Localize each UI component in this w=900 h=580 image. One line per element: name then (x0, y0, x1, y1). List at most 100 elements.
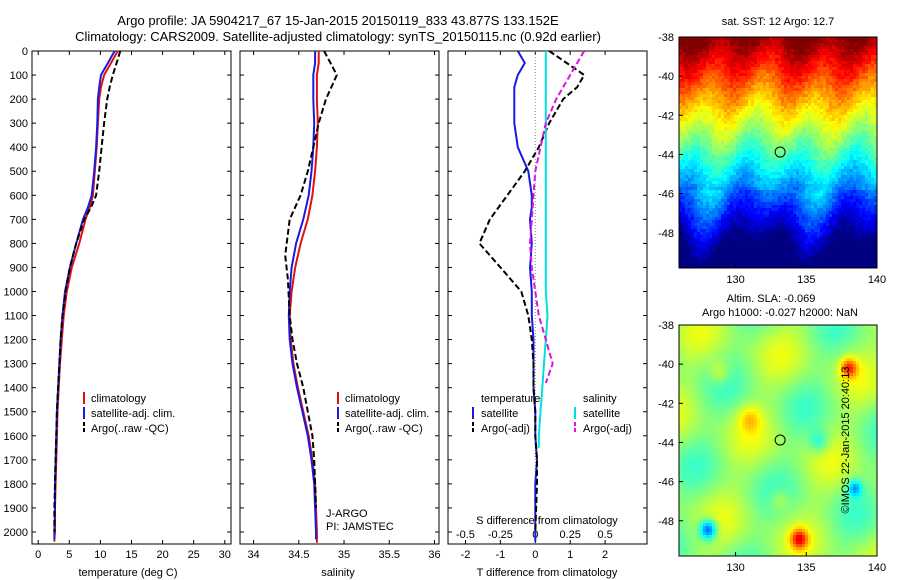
sst-cell (691, 232, 695, 236)
sst-cell (820, 208, 824, 212)
sst-cell (727, 85, 731, 89)
sst-cell (814, 106, 818, 110)
figure-title-line1: Argo profile: JA 5904217_67 15-Jan-2015 … (117, 13, 559, 28)
sst-cell (799, 127, 803, 131)
sst-cell (769, 127, 773, 131)
sst-cell (757, 55, 761, 59)
sst-cell (823, 64, 827, 68)
sst-cell (850, 235, 854, 239)
sst-cell (724, 184, 728, 188)
sst-cell (754, 238, 758, 242)
sst-cell (766, 238, 770, 242)
sst-cell (823, 199, 827, 203)
sst-cell (787, 214, 791, 218)
sst-cell (787, 70, 791, 74)
sst-cell (802, 94, 806, 98)
sst-cell (802, 46, 806, 50)
sst-cell (859, 238, 863, 242)
sst-cell (868, 217, 872, 221)
sst-cell (847, 220, 851, 224)
sst-cell (838, 139, 842, 143)
sst-cell (709, 196, 713, 200)
sst-cell (832, 139, 836, 143)
sst-cell (829, 208, 833, 212)
sst-cell (745, 178, 749, 182)
sst-cell (775, 199, 779, 203)
sst-cell (775, 121, 779, 125)
sst-cell (805, 154, 809, 158)
sst-cell (748, 232, 752, 236)
sst-cell (715, 244, 719, 248)
sst-cell (793, 169, 797, 173)
sst-cell (835, 139, 839, 143)
sst-cell (853, 85, 857, 89)
depth-tick-label: 400 (10, 142, 28, 154)
sst-cell (847, 76, 851, 80)
sst-cell (790, 91, 794, 95)
sst-cell (838, 82, 842, 86)
sst-cell (766, 151, 770, 155)
sst-cell (808, 163, 812, 167)
sst-cell (712, 202, 716, 206)
sst-cell (739, 73, 743, 77)
sst-cell (835, 184, 839, 188)
sst-cell (745, 229, 749, 233)
sst-cell (823, 241, 827, 245)
sst-cell (763, 202, 767, 206)
sst-cell (862, 136, 866, 140)
sst-cell (805, 94, 809, 98)
sst-cell (826, 157, 830, 161)
sst-cell (751, 193, 755, 197)
sst-cell (754, 82, 758, 86)
sst-cell (742, 73, 746, 77)
sst-cell (772, 172, 776, 176)
sst-cell (679, 61, 683, 65)
sst-cell (835, 193, 839, 197)
sst-cell (757, 52, 761, 56)
sst-cell (808, 247, 812, 251)
sst-cell (700, 244, 704, 248)
sst-cell (709, 76, 713, 80)
sst-cell (751, 142, 755, 146)
sst-cell (703, 118, 707, 122)
sst-cell (856, 43, 860, 47)
sst-cell (829, 73, 833, 77)
sst-cell (760, 139, 764, 143)
sst-cell (856, 166, 860, 170)
sst-cell (757, 127, 761, 131)
sst-cell (835, 85, 839, 89)
sst-cell (778, 154, 782, 158)
sst-cell (739, 238, 743, 242)
sst-cell (805, 178, 809, 182)
sst-cell (823, 208, 827, 212)
sst-cell (793, 73, 797, 77)
sst-cell (838, 55, 842, 59)
sst-cell (736, 136, 740, 140)
sst-cell (865, 175, 869, 179)
sst-cell (874, 205, 878, 209)
sst-cell (685, 160, 689, 164)
sst-cell (721, 214, 725, 218)
sst-cell (790, 49, 794, 53)
sst-cell (820, 97, 824, 101)
sst-cell (724, 97, 728, 101)
sst-cell (691, 82, 695, 86)
sst-cell (685, 157, 689, 161)
sst-cell (724, 151, 728, 155)
sst-cell (856, 241, 860, 245)
sst-cell (847, 46, 851, 50)
sst-cell (868, 175, 872, 179)
sst-cell (784, 115, 788, 119)
sst-cell (874, 229, 878, 233)
sst-cell (856, 160, 860, 164)
sst-cell (727, 151, 731, 155)
sst-cell (874, 100, 878, 104)
sst-cell (751, 79, 755, 83)
sst-cell (790, 73, 794, 77)
sst-cell (838, 184, 842, 188)
sst-cell (700, 85, 704, 89)
sst-cell (799, 112, 803, 116)
sst-cell (763, 244, 767, 248)
sst-cell (832, 148, 836, 152)
sst-cell (775, 82, 779, 86)
